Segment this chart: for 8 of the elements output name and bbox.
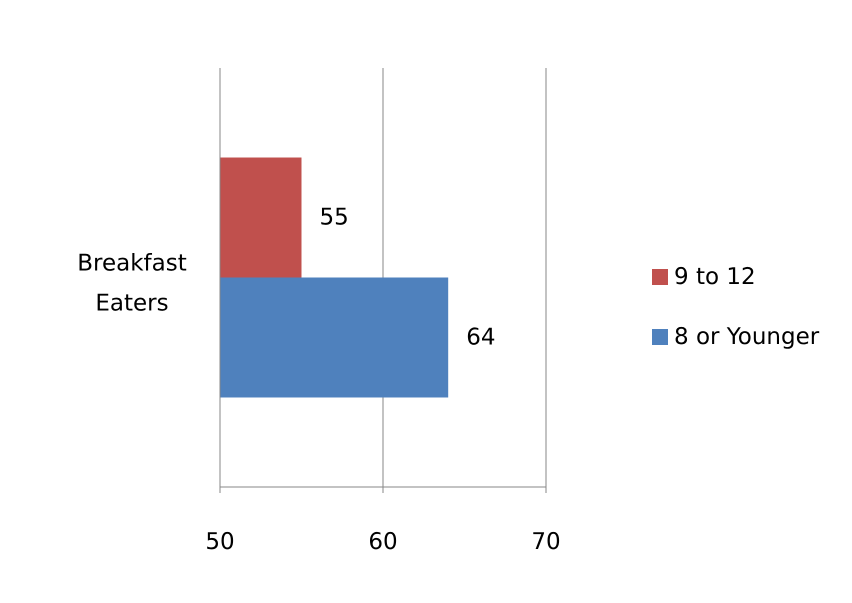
x-tick-label: 50 <box>205 529 235 555</box>
legend-label: 8 or Younger <box>674 324 820 350</box>
legend-label: 9 to 12 <box>674 264 756 290</box>
data-label: 55 <box>320 204 349 231</box>
x-tick-label: 60 <box>368 529 398 555</box>
y-tick-label: Breakfast Eaters <box>77 250 187 316</box>
x-tick-label: 70 <box>531 529 561 555</box>
data-label: 64 <box>466 324 496 350</box>
